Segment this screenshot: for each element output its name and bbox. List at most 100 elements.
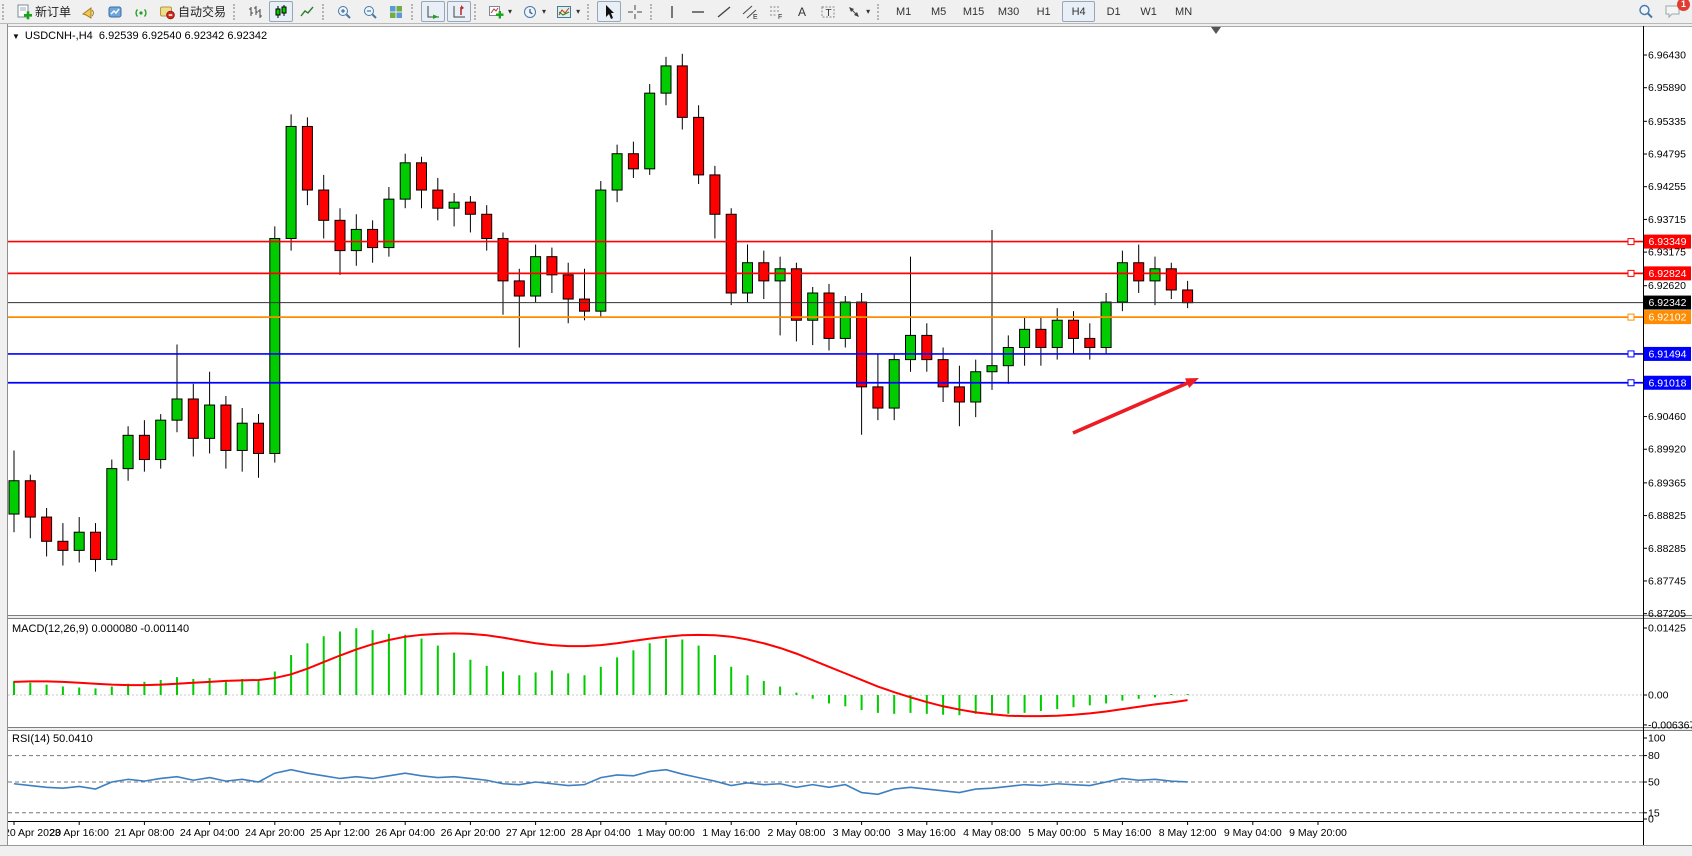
chart-title: ▼ USDCNH-,H4 6.92539 6.92540 6.92342 6.92… bbox=[12, 30, 267, 42]
svg-text:T: T bbox=[826, 8, 832, 19]
cursor-button[interactable] bbox=[597, 1, 622, 22]
svg-text:80: 80 bbox=[1648, 750, 1660, 762]
svg-text:F: F bbox=[778, 14, 782, 20]
line-chart-button[interactable] bbox=[295, 1, 319, 22]
chart-area: 6.93349 6.92824 6.92342 6.92102 6.91494 6.910… bbox=[0, 24, 1692, 856]
svg-text:6.89920: 6.89920 bbox=[1648, 444, 1686, 456]
macd-signal-line bbox=[13, 632, 1188, 718]
vertical-line-icon bbox=[664, 4, 680, 20]
toolbar: 新订单 自动交易 bbox=[0, 0, 1692, 24]
new-order-button[interactable]: 新订单 bbox=[12, 1, 75, 22]
hline-handle[interactable] bbox=[1627, 379, 1635, 387]
collapse-triangle-icon[interactable]: ▼ bbox=[12, 32, 20, 41]
chevron-down-icon: ▾ bbox=[576, 7, 581, 16]
svg-text:4 May 08:00: 4 May 08:00 bbox=[963, 827, 1021, 839]
rsi-value: 50.0410 bbox=[52, 733, 93, 745]
templates-button[interactable]: ▾ bbox=[552, 1, 584, 22]
timeframe-mn-button[interactable]: MN bbox=[1175, 5, 1193, 18]
horizontal-lines[interactable]: 6.93349 6.92824 6.92342 6.92102 6.91494 6.910… bbox=[8, 234, 1691, 390]
price-badge bbox=[1644, 234, 1691, 249]
crosshair-button[interactable] bbox=[623, 1, 647, 22]
template-icon bbox=[556, 4, 572, 20]
timeframe-d1-button[interactable]: D1 bbox=[1106, 5, 1121, 18]
equidistant-channel-button[interactable]: E bbox=[738, 1, 762, 22]
zoom-out-button[interactable] bbox=[358, 1, 382, 22]
timeframe-w1-button[interactable]: W1 bbox=[1140, 5, 1157, 18]
svg-text:-0.006367: -0.006367 bbox=[1648, 719, 1692, 731]
timeframe-m5-button[interactable]: M5 bbox=[930, 5, 947, 18]
arrows-tool-button[interactable]: ▾ bbox=[842, 1, 874, 22]
panel-separator[interactable] bbox=[0, 615, 1692, 619]
svg-text:2 May 08:00: 2 May 08:00 bbox=[768, 827, 826, 839]
rsi-indicator-label: RSI(14) 50.0410 bbox=[12, 733, 93, 745]
price-badge bbox=[1644, 346, 1691, 361]
svg-text:A: A bbox=[798, 5, 806, 19]
timeframe-m1-button[interactable]: M1 bbox=[895, 5, 912, 18]
timeframe-m15-button[interactable]: M15 bbox=[962, 5, 985, 18]
svg-text:1 May 16:00: 1 May 16:00 bbox=[702, 827, 760, 839]
channel-icon: E bbox=[742, 4, 758, 20]
zoom-in-icon bbox=[336, 4, 352, 20]
fibonacci-button[interactable]: F bbox=[764, 1, 788, 22]
svg-text:24 Apr 20:00: 24 Apr 20:00 bbox=[245, 827, 305, 839]
chart-shift-button[interactable] bbox=[447, 1, 472, 22]
svg-text:6.95890: 6.95890 bbox=[1648, 82, 1686, 94]
crosshair-icon bbox=[627, 4, 643, 20]
panel-separator[interactable] bbox=[0, 727, 1692, 731]
chart-window-button[interactable] bbox=[103, 1, 127, 22]
price-axis[interactable]: 6.96430 6.95890 6.95335 6.94795 6.94255 6.937… bbox=[1643, 26, 1686, 845]
tile-windows-button[interactable] bbox=[384, 1, 408, 22]
tile-windows-icon bbox=[388, 4, 404, 20]
svg-text:26 Apr 04:00: 26 Apr 04:00 bbox=[375, 827, 435, 839]
candlestick-chart-button[interactable] bbox=[269, 1, 294, 22]
bar-chart-button[interactable] bbox=[243, 1, 267, 22]
svg-text:5 May 00:00: 5 May 00:00 bbox=[1028, 827, 1086, 839]
hline-handle[interactable] bbox=[1627, 238, 1635, 246]
toolbar-grip bbox=[587, 3, 594, 20]
svg-text:50: 50 bbox=[1648, 777, 1660, 789]
chart-shift-icon bbox=[451, 4, 467, 20]
timeframe-h1-button[interactable]: H1 bbox=[1036, 5, 1051, 18]
price-badge bbox=[1644, 266, 1691, 281]
auto-scroll-icon bbox=[425, 4, 441, 20]
bar-chart-icon bbox=[247, 4, 263, 20]
rsi-line bbox=[13, 768, 1188, 796]
timeframe-h4-button[interactable]: H4 bbox=[1062, 1, 1096, 22]
toolbar-grip bbox=[411, 3, 418, 20]
svg-text:5 May 16:00: 5 May 16:00 bbox=[1094, 827, 1152, 839]
new-order-icon bbox=[16, 4, 32, 20]
chart-canvas[interactable]: 6.93349 6.92824 6.92342 6.92102 6.91494 6.910… bbox=[0, 24, 1692, 856]
auto-scroll-button[interactable] bbox=[421, 1, 446, 22]
fibonacci-icon: F bbox=[768, 4, 784, 20]
text-label-button[interactable]: T bbox=[816, 1, 840, 22]
quotes-button[interactable] bbox=[77, 1, 101, 22]
vertical-line-button[interactable] bbox=[660, 1, 684, 22]
notifications-button[interactable]: 1 bbox=[1660, 0, 1690, 22]
indicators-button[interactable]: ▾ bbox=[484, 1, 516, 22]
horizontal-line-button[interactable] bbox=[686, 1, 710, 22]
chart-window-icon bbox=[107, 4, 123, 20]
horn-icon bbox=[81, 4, 97, 20]
svg-text:6.90460: 6.90460 bbox=[1648, 411, 1686, 423]
hline-handle[interactable] bbox=[1627, 313, 1635, 321]
chart-shift-marker[interactable] bbox=[1211, 27, 1221, 34]
periods-button[interactable]: ▾ bbox=[518, 1, 550, 22]
zoom-out-icon bbox=[362, 4, 378, 20]
hline-handle[interactable] bbox=[1627, 350, 1635, 358]
chevron-down-icon: ▾ bbox=[542, 7, 547, 16]
svg-text:9 May 20:00: 9 May 20:00 bbox=[1289, 827, 1347, 839]
annotation-arrow[interactable] bbox=[1072, 378, 1199, 435]
timeframe-m30-button[interactable]: M30 bbox=[997, 5, 1020, 18]
svg-text:6.88285: 6.88285 bbox=[1648, 543, 1686, 555]
svg-text:6.91018: 6.91018 bbox=[1649, 377, 1687, 389]
candles bbox=[8, 53, 1194, 572]
autotrading-button[interactable]: 自动交易 bbox=[155, 1, 230, 22]
zoom-in-button[interactable] bbox=[332, 1, 356, 22]
hline-handle[interactable] bbox=[1627, 269, 1635, 277]
autotrading-label: 自动交易 bbox=[178, 5, 227, 19]
trendline-button[interactable] bbox=[712, 1, 736, 22]
search-button[interactable] bbox=[1633, 1, 1658, 22]
text-button[interactable]: A bbox=[790, 1, 814, 22]
signals-button[interactable] bbox=[129, 1, 153, 22]
